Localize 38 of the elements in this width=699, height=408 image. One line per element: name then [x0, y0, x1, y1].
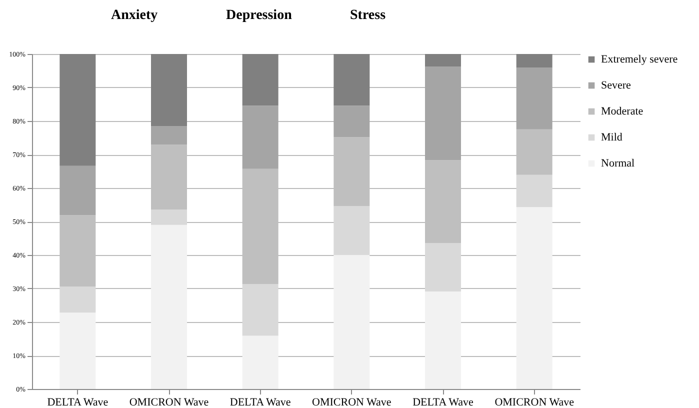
- legend-label: Moderate: [601, 106, 644, 118]
- bar: [425, 66, 461, 160]
- bar: [516, 54, 552, 68]
- bar: [151, 126, 187, 145]
- bar: [60, 286, 96, 313]
- legend-label: Severe: [601, 80, 632, 92]
- bar: [60, 312, 96, 389]
- bar: [151, 54, 187, 126]
- bar: [334, 54, 370, 106]
- bar: [425, 292, 461, 389]
- bar: [334, 106, 370, 138]
- bar: [242, 106, 278, 169]
- text: Anxiety: [111, 8, 158, 24]
- x-tick-label: DELTA Wave: [412, 396, 474, 408]
- bar: [425, 54, 461, 67]
- x-tick-label: OMICRON Wave: [129, 396, 209, 408]
- bar: [425, 242, 461, 292]
- legend-label: Extremely severe: [601, 54, 678, 66]
- x-tick-label: OMICRON Wave: [312, 396, 392, 408]
- bar: [60, 166, 96, 216]
- x-tick-label: DELTA Wave: [230, 396, 291, 408]
- text: Stress: [350, 8, 386, 24]
- bar: [242, 284, 278, 336]
- bar: [334, 206, 370, 255]
- bar: [151, 209, 187, 225]
- bar: [242, 336, 278, 389]
- bar: [151, 224, 187, 389]
- legend-label: Normal: [601, 158, 635, 170]
- x-tick-label: DELTA Wave: [47, 396, 108, 408]
- bar: [60, 54, 96, 166]
- bar: [334, 255, 370, 389]
- bar: [516, 207, 552, 389]
- bar: [242, 54, 278, 106]
- bar: [516, 174, 552, 208]
- text: Depression: [226, 8, 292, 24]
- bar: [516, 68, 552, 130]
- x-tick-label: OMICRON Wave: [494, 396, 574, 408]
- legend-label: Mild: [601, 132, 623, 144]
